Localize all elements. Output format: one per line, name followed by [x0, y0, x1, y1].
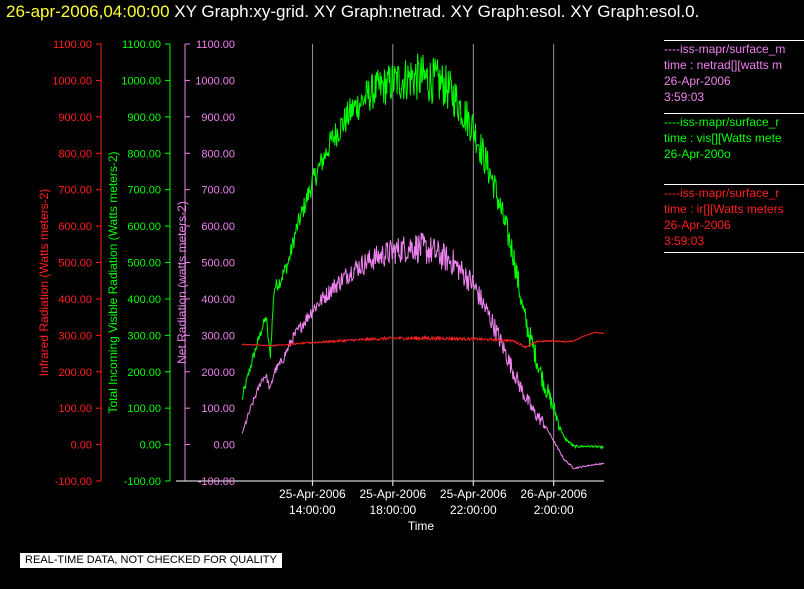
y-tick-label: 500.00	[127, 258, 161, 270]
y-tick-label: 100.00	[201, 403, 235, 415]
x-tick-label: 18:00:00	[369, 503, 416, 517]
y-tick-label: 400.00	[58, 294, 92, 306]
y-tick-label: 300.00	[58, 330, 92, 342]
legend-variable: time : ir[][Watts meters	[664, 202, 784, 216]
x-tick-label: 22:00:00	[450, 503, 497, 517]
y-tick-label: 100.00	[127, 403, 161, 415]
legend-separator	[664, 252, 804, 253]
y-tick-label: 800.00	[58, 148, 92, 160]
legend-separator	[664, 184, 804, 185]
x-tick-label: 25-Apr-2006	[359, 487, 426, 501]
legend-date: 26-Apr-200o	[664, 147, 731, 161]
y-tick-label: 200.00	[127, 367, 161, 379]
y-tick-label: 1000.00	[121, 75, 161, 87]
legend-variable: time : vis[][Watts mete	[664, 131, 782, 145]
legend-time: 3:59:03	[664, 234, 705, 248]
y-tick-label: -100.00	[55, 476, 92, 488]
legend-time: 3:59:03	[664, 90, 705, 104]
legend-date: 26-Apr-2006	[664, 218, 731, 232]
legend-date: 26-Apr-2006	[664, 74, 731, 88]
header-timestamp: 26-apr-2006,04:00:00	[6, 2, 170, 21]
series-lines	[241, 53, 605, 470]
x-tick-label: 25-Apr-2006	[440, 487, 507, 501]
series-line-netrad	[241, 232, 605, 470]
y-tick-label: 1000.00	[52, 75, 92, 87]
legend-separator	[664, 40, 804, 41]
legend-separator	[664, 113, 804, 114]
legend-source: ----iss-mapr/surface_r	[664, 115, 780, 129]
legend-source: ----iss-mapr/surface_r	[664, 186, 780, 200]
x-tick-label: 26-Apr-2006	[520, 487, 587, 501]
y-tick-label: 800.00	[201, 148, 235, 160]
header-graph-list: XY Graph:xy-grid. XY Graph:netrad. XY Gr…	[174, 2, 700, 21]
y-tick-label: 500.00	[201, 258, 235, 270]
y-tick-label: 700.00	[127, 185, 161, 197]
y-axis-title: Infrared Radiation (Watts meters-2)	[37, 189, 51, 377]
y-axis-title: Total Incoming Visible Radiation (Watts …	[106, 151, 120, 413]
legend-entry-vis: ----iss-mapr/surface_r time : vis[][Watt…	[664, 113, 804, 162]
legend-entry-ir: ----iss-mapr/surface_r time : ir[][Watts…	[664, 184, 804, 253]
y-tick-label: 900.00	[127, 112, 161, 124]
y-tick-label: 0.00	[214, 440, 235, 452]
y-tick-label: 700.00	[201, 185, 235, 197]
legend-variable: time : netrad[][watts m	[664, 58, 783, 72]
quality-notice: REAL-TIME DATA, NOT CHECKED FOR QUALITY	[19, 552, 283, 569]
y-tick-label: 1100.00	[122, 39, 161, 51]
y-tick-label: 700.00	[58, 185, 92, 197]
y-tick-label: 200.00	[201, 367, 235, 379]
y-tick-label: 0.00	[140, 440, 161, 452]
y-tick-label: 0.00	[71, 440, 92, 452]
series-line-ir	[241, 331, 605, 350]
y-tick-label: 900.00	[201, 112, 235, 124]
chart-header: 26-apr-2006,04:00:00 XY Graph:xy-grid. X…	[6, 2, 699, 22]
x-tick-label: 25-Apr-2006	[279, 487, 346, 501]
legend-source: ----iss-mapr/surface_m	[664, 42, 786, 56]
y-tick-label: -100.00	[124, 476, 161, 488]
legend-entry-netrad: ----iss-mapr/surface_m time : netrad[][w…	[664, 40, 804, 105]
y-tick-label: 200.00	[58, 367, 92, 379]
y-tick-label: 400.00	[127, 294, 161, 306]
y-tick-label: 600.00	[58, 221, 92, 233]
y-tick-label: 100.00	[58, 403, 92, 415]
y-tick-label: 1100.00	[196, 39, 235, 51]
x-tick-label: 2:00:00	[534, 503, 574, 517]
y-tick-label: 900.00	[58, 112, 92, 124]
y-tick-label: 800.00	[127, 148, 161, 160]
y-axis-title: Net Radiation (watts meters-2)	[175, 201, 189, 364]
y-tick-label: -100.00	[198, 476, 235, 488]
y-tick-label: 300.00	[201, 330, 235, 342]
axis-labels: 1100.00 1000.00 900.00 800.00 700.00 600.00 50…	[37, 39, 587, 533]
x-axis-title: Time	[408, 519, 435, 533]
y-tick-label: 1000.00	[195, 75, 235, 87]
y-tick-label: 1100.00	[53, 39, 92, 51]
y-tick-label: 400.00	[201, 294, 235, 306]
vertical-grid	[311, 44, 555, 481]
y-tick-label: 300.00	[127, 330, 161, 342]
y-tick-label: 600.00	[201, 221, 235, 233]
y-tick-label: 500.00	[58, 258, 92, 270]
y-tick-label: 600.00	[127, 221, 161, 233]
axes	[96, 43, 604, 486]
series-line-vis	[241, 53, 605, 450]
x-tick-label: 14:00:00	[289, 503, 336, 517]
